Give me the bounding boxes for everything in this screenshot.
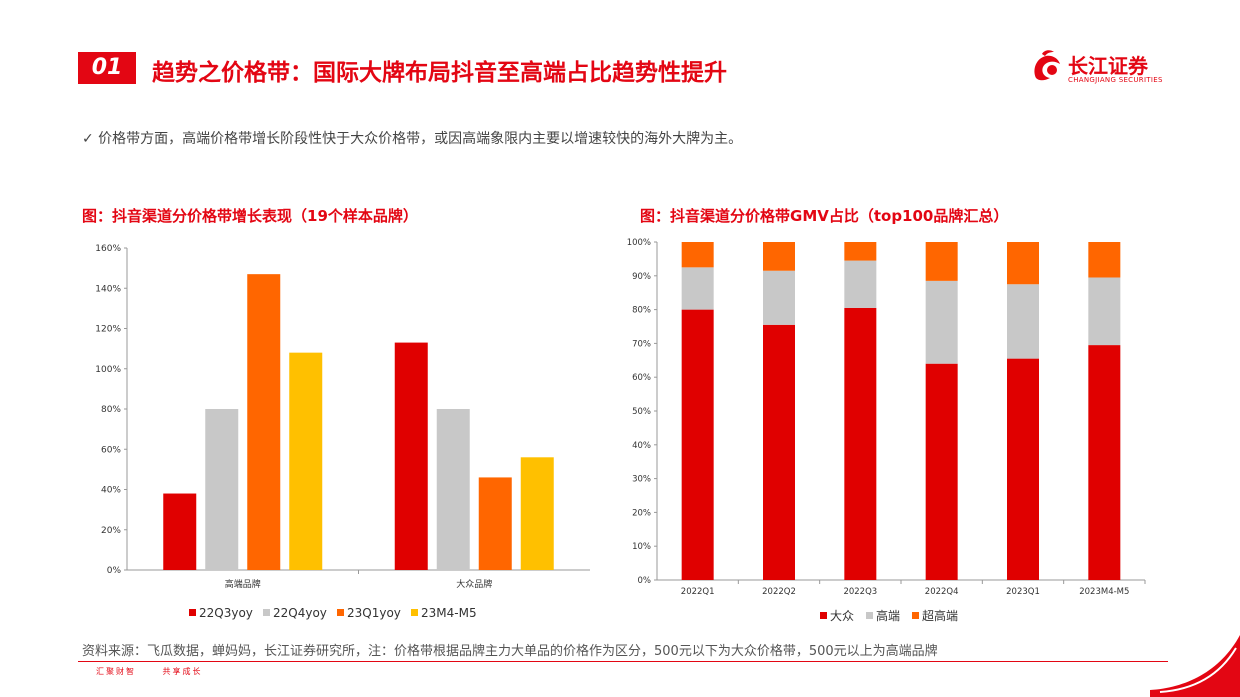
stacked-bar-segment: [763, 324, 795, 580]
bar: [436, 409, 470, 570]
stacked-bar-segment: [844, 242, 877, 261]
legend-label: 22Q4yoy: [273, 606, 327, 620]
stacked-bar-segment: [1007, 242, 1039, 285]
footer-slogan: 汇聚财智 共享成长: [96, 666, 225, 677]
legend-label: 23M4-M5: [421, 606, 477, 620]
legend-label: 23Q1yoy: [347, 606, 401, 620]
stacked-bar-segment: [763, 270, 795, 325]
x-category-label: 2022Q1: [681, 587, 715, 597]
stacked-bar-segment: [925, 280, 958, 364]
stacked-bar-segment: [925, 242, 958, 281]
legend-swatch: [189, 609, 196, 616]
legend-swatch: [337, 609, 344, 616]
dragon-logo-icon: [1034, 50, 1060, 81]
footer-swoosh-decoration: [1150, 635, 1240, 697]
x-category-label: 2022Q4: [925, 587, 959, 597]
stacked-bar-segment: [844, 260, 877, 308]
stacked-bar-segment: [681, 309, 714, 580]
chart2-title: 图：抖音渠道分价格带GMV占比（top100品牌汇总）: [640, 207, 1009, 225]
summary-text: ✓ 价格带方面，高端价格带增长阶段性快于大众价格带，或因高端象限内主要以增速较快…: [82, 131, 743, 147]
footer-divider: [78, 661, 1168, 662]
stacked-bar-segment: [925, 363, 958, 580]
y-tick-label: 80%: [101, 405, 121, 415]
y-tick-label: 20%: [101, 526, 121, 536]
source-note: 资料来源：飞瓜数据，蝉妈妈，长江证券研究所，注：价格带根据品牌主力大单品的价格作…: [82, 644, 938, 659]
stacked-bar-segment: [681, 267, 714, 310]
page-title: 趋势之价格带：国际大牌布局抖音至高端占比趋势性提升: [152, 60, 727, 86]
y-tick-label: 0%: [638, 576, 652, 586]
legend-swatch: [912, 612, 919, 619]
bar: [394, 342, 428, 570]
x-category-label: 高端品牌: [225, 578, 261, 590]
slogan-2: 共享成长: [162, 667, 203, 676]
legend-swatch: [820, 612, 827, 619]
y-tick-label: 80%: [632, 306, 651, 316]
x-category-label: 2022Q3: [843, 587, 877, 597]
y-tick-label: 70%: [632, 339, 651, 349]
legend-swatch: [263, 609, 270, 616]
bar: [163, 493, 197, 570]
y-tick-label: 40%: [632, 441, 651, 451]
y-tick-label: 50%: [632, 407, 651, 417]
y-tick-label: 100%: [627, 238, 651, 248]
y-tick-label: 10%: [632, 542, 651, 552]
x-category-label: 大众品牌: [456, 578, 492, 590]
y-tick-label: 30%: [632, 475, 651, 485]
logo-text-cn: 长江证券: [1068, 54, 1148, 78]
x-category-label: 2023Q1: [1006, 587, 1040, 597]
bar: [520, 457, 554, 570]
legend-label: 超高端: [922, 608, 958, 623]
stacked-bar-segment: [681, 242, 714, 268]
y-tick-label: 40%: [101, 486, 121, 496]
legend-label: 大众: [830, 609, 854, 623]
bar: [289, 352, 323, 570]
bar: [478, 477, 512, 570]
y-tick-label: 90%: [632, 272, 651, 282]
y-tick-label: 60%: [632, 373, 651, 383]
y-tick-label: 120%: [95, 325, 121, 335]
legend-label: 高端: [876, 608, 900, 623]
stacked-bar-segment: [1007, 358, 1039, 580]
stacked-bar-segment: [763, 242, 795, 271]
y-tick-label: 0%: [107, 566, 122, 576]
chart1-title: 图：抖音渠道分价格带增长表现（19个样本品牌）: [82, 207, 418, 225]
y-tick-label: 100%: [95, 365, 121, 375]
x-category-label: 2023M4-M5: [1079, 587, 1129, 597]
slogan-1: 汇聚财智: [96, 667, 136, 676]
logo-text-en: CHANGJIANG SECURITIES: [1068, 76, 1163, 84]
x-category-label: 2022Q2: [762, 587, 796, 597]
stacked-bar-segment: [1088, 277, 1121, 346]
y-tick-label: 60%: [101, 445, 121, 455]
growth-bar-chart: 0% 20% 40% 60% 80% 100% 120% 140% 160% 高端品牌 大众品牌 22…: [95, 244, 590, 620]
stacked-bar-segment: [1088, 242, 1121, 278]
stacked-bar-segment: [844, 307, 877, 580]
gmv-share-stacked-chart: 0% 10% 20% 30% 40% 50% 60% 70% 80% 90% 100% 2022Q1 2…: [627, 238, 1146, 623]
legend-swatch: [866, 612, 873, 619]
legend-swatch: [411, 609, 418, 616]
stacked-bar-segment: [1088, 345, 1121, 580]
y-tick-label: 140%: [95, 284, 121, 294]
y-tick-label: 160%: [95, 244, 121, 254]
section-number: 01: [78, 52, 136, 84]
bar: [205, 409, 239, 570]
y-tick-label: 20%: [632, 508, 651, 518]
stacked-bar-segment: [1007, 284, 1039, 359]
legend-label: 22Q3yoy: [199, 606, 253, 620]
company-logo: 长江证券 CHANGJIANG SECURITIES: [1030, 48, 1180, 88]
bar: [247, 274, 281, 570]
